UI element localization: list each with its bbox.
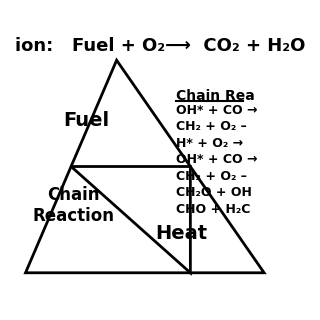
Text: OH* + CO →: OH* + CO → [176,104,257,116]
Text: Chain
Reaction: Chain Reaction [32,186,114,225]
Text: Chain Rea: Chain Rea [176,89,254,103]
Text: ion:   Fuel + O₂⟶  CO₂ + H₂O: ion: Fuel + O₂⟶ CO₂ + H₂O [15,37,305,55]
Text: CH₂O + OH: CH₂O + OH [176,186,252,199]
Text: CHO + H₂C: CHO + H₂C [176,203,250,215]
Text: Heat: Heat [156,224,208,243]
Text: OH* + CO →: OH* + CO → [176,153,257,166]
Text: CH₃ + O₂ –: CH₃ + O₂ – [176,170,246,182]
Text: CH₂ + O₂ –: CH₂ + O₂ – [176,120,246,133]
Text: Fuel: Fuel [63,111,109,131]
Text: H* + O₂ →: H* + O₂ → [176,137,243,149]
